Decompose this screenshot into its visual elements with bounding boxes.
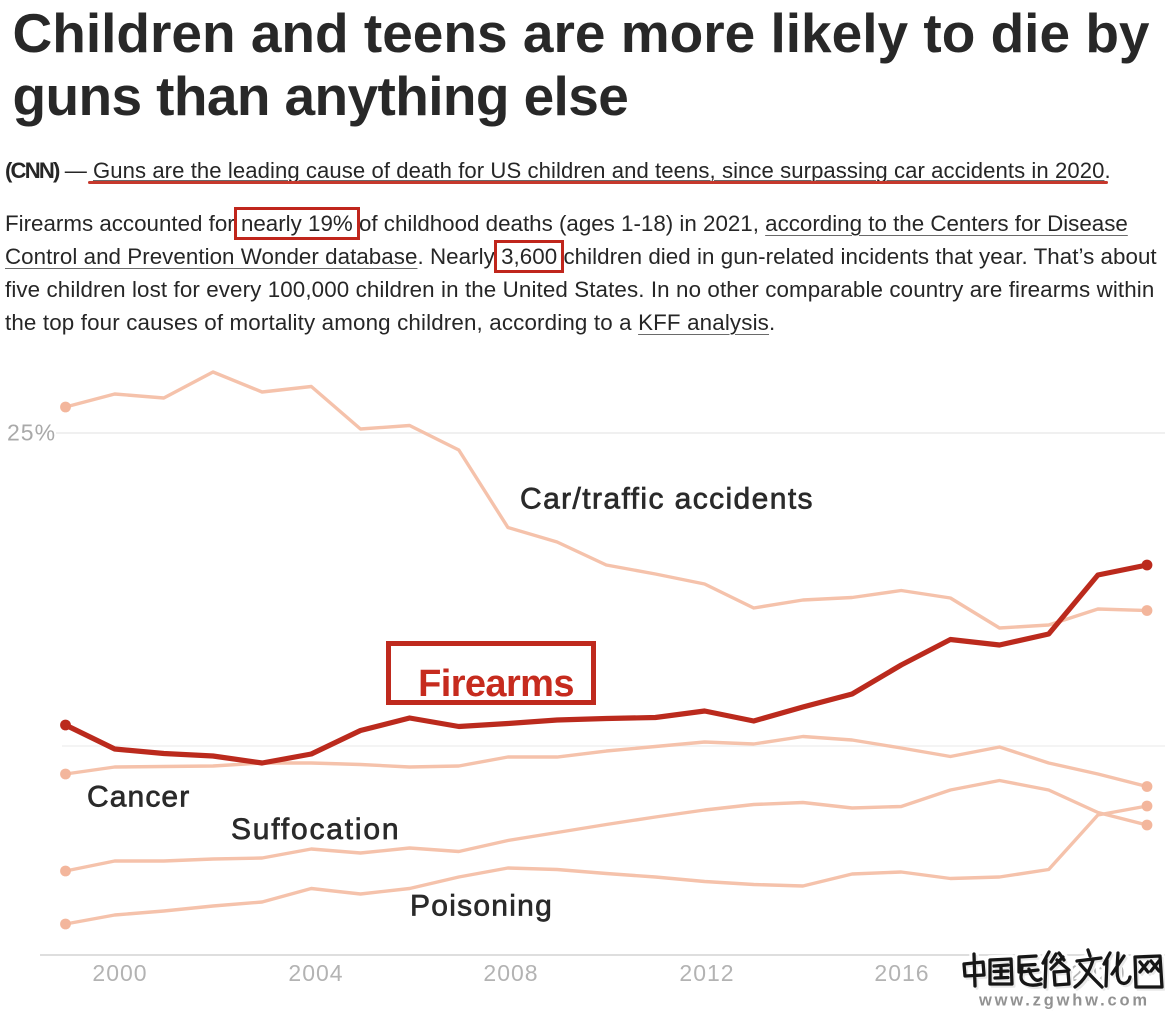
svg-text:Suffocation: Suffocation	[231, 813, 400, 846]
svg-text:25%: 25%	[7, 420, 56, 446]
svg-text:Cancer: Cancer	[87, 781, 190, 814]
svg-text:2000: 2000	[92, 960, 147, 986]
svg-text:2004: 2004	[288, 960, 343, 986]
svg-text:www.zgwhw.com: www.zgwhw.com	[978, 992, 1150, 1010]
svg-text:2008: 2008	[483, 960, 538, 986]
svg-text:2016: 2016	[874, 960, 929, 986]
svg-text:Poisoning: Poisoning	[410, 890, 553, 923]
svg-text:2012: 2012	[679, 960, 734, 986]
svg-text:Car/traffic accidents: Car/traffic accidents	[520, 483, 814, 516]
svg-text:Firearms: Firearms	[418, 663, 574, 705]
svg-text:www.zgwhw.com: www.zgwhw.com	[980, 994, 1152, 1012]
